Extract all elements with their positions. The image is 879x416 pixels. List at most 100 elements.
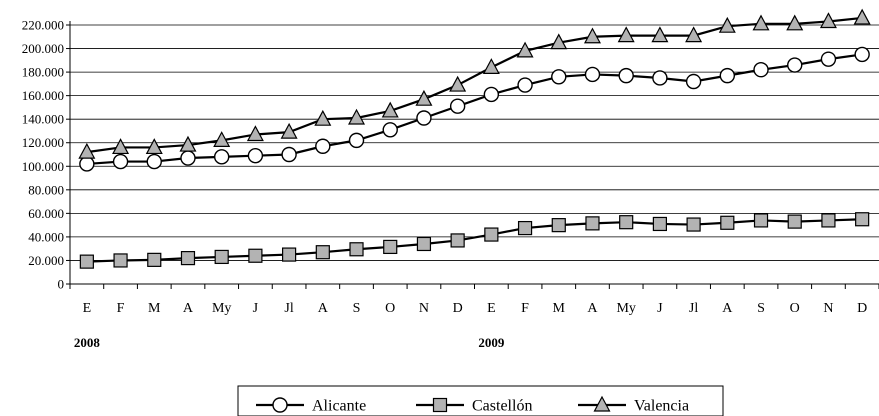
data-point-alicante: [449, 98, 466, 114]
data-point-castellon: [383, 239, 398, 255]
data-point-valencia: [112, 138, 130, 155]
x-tick-label: My: [212, 301, 231, 316]
data-point-castellon: [753, 213, 769, 228]
data-point-valencia: [550, 33, 568, 50]
x-tick-label: A: [183, 301, 194, 316]
data-point-alicante: [112, 153, 129, 170]
data-point-castellon: [450, 233, 465, 248]
x-tick-label: S: [353, 301, 361, 316]
legend-label-castellon: Castellón: [472, 398, 532, 415]
legend-label-valencia: Valencia: [634, 398, 689, 415]
data-point-valencia: [583, 27, 601, 44]
data-point-castellon: [551, 218, 566, 233]
data-point-alicante: [652, 70, 668, 86]
data-point-alicante: [281, 146, 297, 163]
y-tick-label: 60.000: [28, 206, 64, 221]
series-valencia: [78, 8, 871, 159]
x-tick-label: N: [419, 301, 429, 316]
legend-marker-alicante: [272, 397, 288, 413]
x-tick-label: Jl: [284, 301, 293, 316]
legend-marker-castellon: [432, 397, 448, 413]
series-line-alicante: [86, 53, 863, 166]
x-tick-label: M: [553, 301, 566, 316]
data-point-castellon: [720, 215, 735, 230]
data-point-castellon: [484, 227, 499, 242]
x-tick-label: E: [83, 301, 92, 316]
y-tick-label: 200.000: [22, 41, 64, 56]
series-alicante: [79, 46, 870, 172]
y-tick-label: 180.000: [22, 65, 64, 80]
data-point-castellon: [619, 215, 634, 230]
data-point-castellon: [787, 214, 802, 229]
data-point-castellon: [248, 248, 263, 263]
data-point-valencia: [348, 108, 366, 125]
data-point-castellon: [652, 216, 667, 232]
data-point-castellon: [821, 213, 836, 228]
data-point-castellon: [686, 217, 701, 232]
series-layer: [78, 8, 871, 269]
data-point-alicante: [146, 153, 162, 170]
data-point-alicante: [753, 62, 769, 78]
x-tick-label: A: [587, 301, 598, 316]
data-point-alicante: [820, 51, 837, 67]
y-tick-label: 160.000: [22, 88, 64, 103]
y-tick-label: 80.000: [28, 182, 64, 197]
legend-marker-valencia: [593, 395, 611, 412]
data-point-valencia: [786, 14, 804, 31]
legend-label-alicante: Alicante: [312, 398, 366, 415]
x-tick-label: O: [790, 301, 800, 316]
data-point-valencia: [415, 89, 433, 106]
data-point-valencia: [449, 75, 467, 92]
y-axis: 0 20.000 40.000 60.000 80.000 100.000 120.000 1…: [22, 18, 71, 292]
x-tick-label: A: [318, 301, 329, 316]
data-point-valencia: [280, 122, 298, 139]
data-point-alicante: [79, 156, 95, 172]
data-point-valencia: [78, 142, 96, 159]
x-axis: E F M A My J Jl A S O N D E F M A My J Jl A S O N D 2008 2009: [69, 283, 879, 350]
data-point-alicante: [517, 77, 533, 93]
data-point-alicante: [416, 110, 432, 126]
series-castellon: [79, 212, 870, 269]
data-point-valencia: [718, 16, 736, 33]
x-tick-label: J: [253, 301, 259, 316]
data-point-valencia: [179, 135, 197, 152]
legend-box: [237, 385, 724, 416]
data-point-alicante: [584, 66, 601, 83]
data-point-castellon: [416, 236, 432, 252]
data-point-alicante: [787, 57, 803, 73]
x-tick-label: Jl: [689, 301, 698, 316]
data-point-valencia: [314, 109, 332, 126]
year-label: 2008: [74, 335, 101, 350]
x-tick-label: J: [657, 301, 663, 316]
x-tick-label: S: [757, 301, 765, 316]
x-tick-label: A: [722, 301, 733, 316]
data-point-valencia: [213, 131, 231, 147]
y-tick-label: 0: [58, 277, 65, 292]
data-point-castellon: [517, 220, 533, 236]
data-point-castellon: [349, 242, 364, 257]
data-point-alicante: [854, 46, 870, 63]
y-tick-label: 140.000: [22, 112, 64, 127]
x-tick-label: E: [487, 301, 496, 316]
x-tick-label: F: [117, 301, 125, 316]
data-point-alicante: [618, 67, 634, 84]
data-point-castellon: [282, 247, 297, 262]
data-point-alicante: [180, 150, 196, 166]
x-tick-label: D: [453, 301, 463, 316]
data-point-valencia: [685, 26, 703, 43]
y-tick-label: 220.000: [22, 18, 64, 33]
x-tick-label: F: [521, 301, 529, 316]
data-point-alicante: [382, 122, 398, 138]
data-point-valencia: [853, 8, 871, 25]
x-tick-label: D: [857, 301, 867, 316]
data-point-alicante: [719, 67, 736, 84]
data-point-valencia: [819, 12, 837, 29]
legend: Alicante Castellón Valencia: [237, 385, 724, 416]
y-tick-label: 120.000: [22, 135, 64, 150]
series-line-valencia: [86, 16, 863, 154]
x-tick-label: M: [148, 301, 161, 316]
data-point-valencia: [752, 14, 770, 31]
data-point-castellon: [113, 253, 128, 268]
data-point-castellon: [180, 251, 196, 266]
